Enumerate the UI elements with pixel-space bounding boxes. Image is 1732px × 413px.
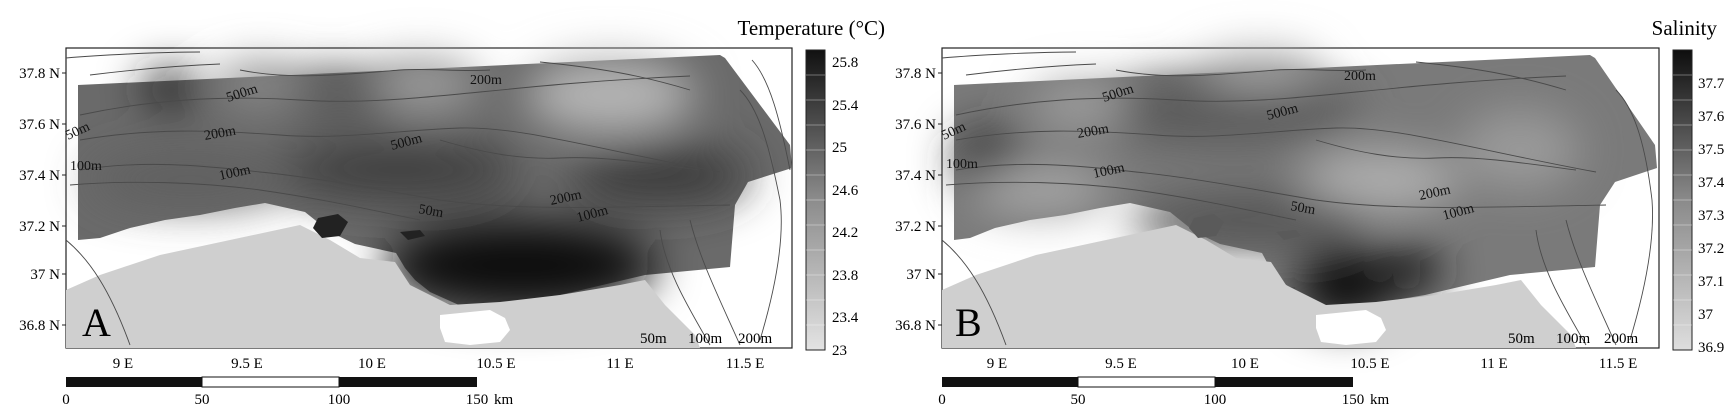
colorbar-tick: 37.2 xyxy=(1698,241,1724,257)
depth-legend-item: 100m xyxy=(1556,331,1591,347)
depth-legend-item: 200m xyxy=(1604,331,1639,347)
bathymetry-contours xyxy=(941,51,1653,346)
latitude-tick: 37.8 N xyxy=(19,66,60,82)
contour-label: 200m xyxy=(470,73,502,88)
scale-tick: 0 xyxy=(938,392,946,408)
colorbar-tick: 37.1 xyxy=(1698,274,1724,290)
longitude-tick: 10 E xyxy=(358,356,386,372)
colorbar-tick: 25 xyxy=(832,140,847,156)
map-title: Temperature (°C) xyxy=(738,16,885,40)
depth-legend-item: 50m xyxy=(640,331,667,347)
colorbar-ticks: 37.7 37.6 37.5 37.4 37.3 37.2 37.1 37 36… xyxy=(1698,76,1725,356)
scale-unit: km xyxy=(494,392,514,408)
depth-legend-item: 200m xyxy=(738,331,773,347)
colorbar: 25.8 25.4 25 24.6 24.2 23.8 23.4 23 xyxy=(805,49,859,359)
contour-label: 50m xyxy=(417,202,444,221)
longitude-tick: 11.5 E xyxy=(726,356,765,372)
contour-label: 200m xyxy=(1344,69,1376,84)
colorbar-tick: 23.4 xyxy=(832,310,859,326)
latitude-axis: 37.8 N 37.6 N 37.4 N 37.2 N 37 N 36.8 N xyxy=(895,66,942,334)
colorbar-tick: 37.6 xyxy=(1698,109,1725,125)
colorbar-tick: 25.4 xyxy=(832,98,859,114)
contour-label: 100m xyxy=(218,163,252,184)
longitude-axis: 9 E 9.5 E 10 E 10.5 E 11 E 11.5 E xyxy=(987,356,1638,372)
longitude-tick: 9 E xyxy=(987,356,1007,372)
bathymetry-contours xyxy=(65,51,791,346)
latitude-tick: 36.8 N xyxy=(895,318,936,334)
map-title: Salinity xyxy=(1652,16,1718,40)
longitude-tick: 10 E xyxy=(1231,356,1259,372)
colorbar-tick: 23 xyxy=(832,343,847,359)
contour-label: 200m xyxy=(1076,122,1110,142)
latitude-tick: 37 N xyxy=(30,267,60,283)
colorbar-tick: 37 xyxy=(1698,307,1714,323)
panel-temperature: Temperature (°C) xyxy=(19,16,885,408)
colorbar-tick: 25.8 xyxy=(832,55,858,71)
contour-label: 200m xyxy=(203,124,237,144)
colorbar-ticks: 25.8 25.4 25 24.6 24.2 23.8 23.4 23 xyxy=(832,55,859,359)
contour-label: 50m xyxy=(1289,199,1316,218)
scale-tick: 0 xyxy=(62,392,70,408)
scale-tick: 150 xyxy=(466,392,489,408)
scale-bar: 0 50 100 150 km xyxy=(62,376,514,408)
contour-label: 200m xyxy=(549,188,583,209)
scale-tick: 100 xyxy=(328,392,351,408)
longitude-tick: 11 E xyxy=(1480,356,1507,372)
colorbar-tick: 37.5 xyxy=(1698,142,1724,158)
contour-label: 100m xyxy=(70,159,102,174)
colorbar-tick: 37.3 xyxy=(1698,208,1724,224)
colorbar-tick: 23.8 xyxy=(832,268,858,284)
contour-label: 200m xyxy=(1418,183,1452,204)
longitude-tick: 10.5 E xyxy=(1350,356,1389,372)
contour-label: 100m xyxy=(1092,161,1126,182)
latitude-tick: 37.8 N xyxy=(895,66,936,82)
latitude-tick: 37.2 N xyxy=(19,219,60,235)
latitude-tick: 37 N xyxy=(906,267,936,283)
latitude-tick: 37.4 N xyxy=(19,168,60,184)
colorbar-tick: 36.9 xyxy=(1698,340,1724,356)
latitude-tick: 37.6 N xyxy=(19,117,60,133)
longitude-axis: 9 E 9.5 E 10 E 10.5 E 11 E 11.5 E xyxy=(113,356,765,372)
longitude-tick: 11.5 E xyxy=(1599,356,1638,372)
depth-legend-item: 50m xyxy=(1508,331,1535,347)
latitude-tick: 36.8 N xyxy=(19,318,60,334)
panel-salinity: Salinity xyxy=(895,16,1725,408)
longitude-tick: 9.5 E xyxy=(1105,356,1137,372)
scale-tick: 50 xyxy=(195,392,210,408)
colorbar-tick: 24.2 xyxy=(832,225,858,241)
longitude-tick: 9.5 E xyxy=(231,356,263,372)
colorbar-tick: 37.7 xyxy=(1698,76,1725,92)
land-mass xyxy=(66,214,700,348)
latitude-axis: 37.8 N 37.6 N 37.4 N 37.2 N 37 N 36.8 N xyxy=(19,66,66,334)
colorbar-tick: 37.4 xyxy=(1698,175,1725,191)
latitude-tick: 37.2 N xyxy=(895,219,936,235)
scale-unit: km xyxy=(1370,392,1390,408)
depth-legend: 50m 100m 200m xyxy=(640,331,773,347)
longitude-tick: 11 E xyxy=(606,356,633,372)
salinity-field xyxy=(954,52,1657,323)
depth-legend-item: 100m xyxy=(688,331,723,347)
longitude-tick: 9 E xyxy=(113,356,133,372)
latitude-tick: 37.6 N xyxy=(895,117,936,133)
scale-tick: 150 xyxy=(1342,392,1365,408)
colorbar: 37.7 37.6 37.5 37.4 37.3 37.2 37.1 37 36… xyxy=(1672,49,1725,356)
map-frame: 200m 500m 500m 200m 50m 100m 100m 50m 20… xyxy=(939,47,1660,349)
contour-label: 100m xyxy=(946,157,978,172)
scale-tick: 100 xyxy=(1204,392,1227,408)
panel-letter: A xyxy=(82,300,111,345)
colorbar-tick: 24.6 xyxy=(832,183,859,199)
depth-legend: 50m 100m 200m xyxy=(1508,331,1639,347)
temperature-field xyxy=(78,55,792,310)
latitude-tick: 37.4 N xyxy=(895,168,936,184)
land-mass xyxy=(942,214,1576,348)
panel-letter: B xyxy=(955,300,982,345)
map-frame: 500m 200m 500m 200m 50m 100m 100m 50m 20… xyxy=(63,47,793,349)
longitude-tick: 10.5 E xyxy=(476,356,515,372)
scale-bar: 0 50 100 150 km xyxy=(938,376,1390,408)
scale-tick: 50 xyxy=(1071,392,1086,408)
